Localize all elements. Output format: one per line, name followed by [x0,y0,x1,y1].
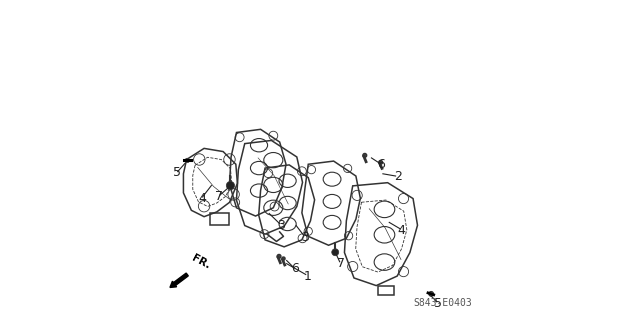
Text: 1: 1 [303,270,311,283]
Text: 6: 6 [291,262,298,275]
FancyArrow shape [170,273,188,287]
Text: 3: 3 [277,219,285,232]
Circle shape [429,292,433,296]
Text: 5: 5 [434,297,442,310]
Text: 3: 3 [301,231,308,244]
Text: 5: 5 [173,166,181,179]
Text: 4: 4 [397,224,406,236]
Circle shape [379,160,383,164]
Circle shape [282,257,285,260]
Text: S843-E0403: S843-E0403 [413,298,472,308]
Text: 7: 7 [215,190,223,204]
Circle shape [185,158,189,163]
Text: 6: 6 [377,159,385,171]
Text: 2: 2 [394,170,402,183]
Text: 7: 7 [337,257,345,270]
Circle shape [332,249,339,256]
Circle shape [227,182,235,190]
Text: FR.: FR. [190,253,212,271]
Text: 4: 4 [198,192,206,205]
Circle shape [363,153,367,157]
Circle shape [277,255,281,258]
